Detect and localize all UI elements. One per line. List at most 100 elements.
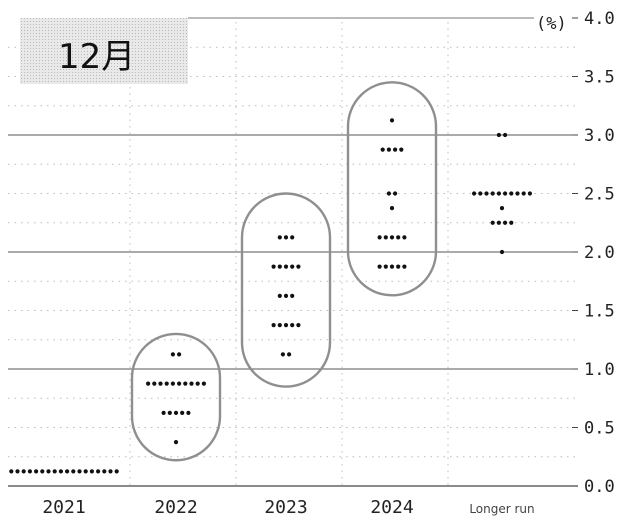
highlight-oval-2024: [346, 81, 438, 297]
dot: [65, 469, 70, 474]
x-category-label: Longer run: [469, 502, 534, 516]
dot: [509, 191, 514, 196]
dot: [173, 440, 179, 445]
dot: [484, 191, 489, 196]
dot: [396, 235, 401, 240]
highlight-ovals: [130, 81, 438, 462]
dot: [509, 220, 514, 225]
dot: [287, 352, 292, 357]
dot: [290, 235, 295, 240]
dot: [296, 323, 301, 328]
dot: [490, 220, 495, 225]
dot: [499, 249, 505, 255]
dot: [195, 381, 200, 386]
dot: [290, 293, 295, 298]
dot: [386, 191, 391, 196]
dot: [496, 220, 501, 225]
dot: [34, 469, 39, 474]
highlight-oval-2022: [130, 332, 222, 462]
y-tick-label: 1.0: [584, 360, 615, 380]
dot: [158, 381, 163, 386]
dot: [277, 323, 282, 328]
dot: [271, 323, 276, 328]
dot: [77, 469, 82, 474]
dot: [389, 235, 395, 240]
dot: [52, 469, 57, 474]
dot: [167, 410, 172, 415]
dot: [283, 264, 289, 269]
dot: [89, 469, 94, 474]
dot: [114, 469, 119, 474]
dot: [21, 469, 26, 474]
dot: [393, 191, 398, 196]
dot: [83, 469, 88, 474]
dot: [102, 469, 107, 474]
dot: [277, 293, 282, 298]
dot: [40, 469, 45, 474]
dot: [277, 235, 282, 240]
dot: [189, 381, 194, 386]
dot: [277, 264, 282, 269]
chart-title: 12月: [58, 37, 135, 77]
dot: [146, 381, 151, 386]
dot: [377, 264, 382, 269]
dot: [71, 469, 76, 474]
dot: [173, 410, 179, 415]
x-category-label: 2023: [264, 497, 307, 518]
x-axis-category-labels: 2021 2022 2023 2024 Longer run: [42, 497, 534, 518]
dot: [201, 381, 206, 386]
dot: [15, 469, 20, 474]
dot: [164, 381, 169, 386]
dot: [396, 264, 401, 269]
dot: [283, 293, 289, 298]
dot: [503, 191, 508, 196]
dot: [515, 191, 520, 196]
dot: [290, 264, 295, 269]
dot: [177, 352, 182, 357]
dot: [383, 264, 388, 269]
dot: [389, 118, 395, 123]
dot: [521, 191, 526, 196]
dot: [170, 352, 175, 357]
dot: [177, 381, 182, 386]
dot: [96, 469, 101, 474]
dot: [496, 191, 501, 196]
dot: [389, 206, 395, 211]
dot: [386, 147, 391, 152]
dot: [496, 132, 501, 138]
dot: [380, 147, 385, 152]
dot: [108, 469, 113, 474]
highlight-oval-2023: [240, 192, 332, 388]
dot: [383, 235, 388, 240]
dot: [283, 323, 289, 328]
y-axis-tick-labels: 0.0 0.5 1.0 1.5 2.0 2.5 3.0 3.5 4.0: [584, 9, 615, 497]
dot: [393, 147, 398, 152]
dot: [402, 235, 407, 240]
dot: [180, 410, 185, 415]
dot: [58, 469, 64, 474]
dot: [152, 381, 157, 386]
unit-label: (%): [536, 14, 567, 34]
dot: [472, 191, 477, 196]
dot: [9, 469, 14, 474]
dot: [527, 191, 533, 196]
y-tick-label: 2.5: [584, 185, 615, 205]
dot: [290, 323, 295, 328]
dot: [280, 352, 285, 357]
y-tick-label: 0.5: [584, 419, 615, 439]
dot: [296, 264, 301, 269]
dot: [170, 381, 175, 386]
x-category-label: 2021: [42, 497, 85, 518]
x-category-label: 2024: [370, 497, 413, 518]
gridlines: [8, 17, 578, 487]
dots-layer: [9, 118, 533, 474]
dot: [503, 132, 508, 138]
dot: [377, 235, 382, 240]
y-tick-label: 3.5: [584, 68, 615, 88]
y-tick-label: 4.0: [584, 9, 615, 29]
dot: [499, 206, 505, 211]
dot: [161, 410, 166, 415]
dot: [478, 191, 483, 196]
dot: [46, 469, 51, 474]
